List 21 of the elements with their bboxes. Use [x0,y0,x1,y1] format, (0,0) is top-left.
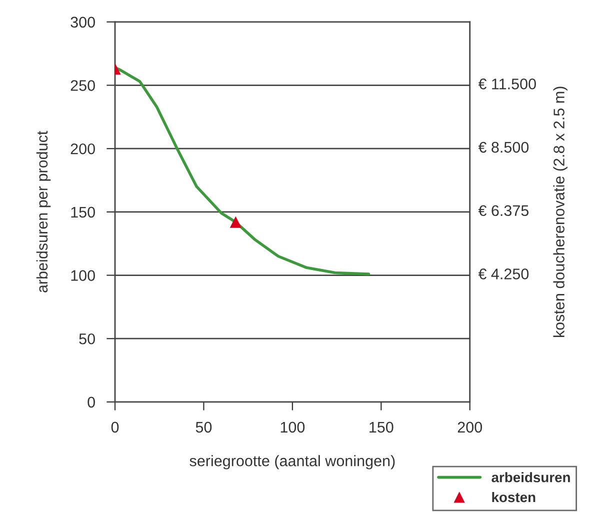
ref-line-label: € 6.375 [478,205,529,216]
x-tick-label: 50 [196,422,212,433]
y-tick-label: 150 [71,206,95,218]
x-axis-title: seriegrootte (aantal woningen) [190,455,395,470]
y2-axis-title: kosten doucherenovatie (2.8 x 2.5 m) [553,86,568,338]
y-tick-label: 50 [79,333,95,344]
ref-line-label: € 8.500 [478,142,529,153]
y-axis-title: arbeidsuren per product [36,130,51,292]
legend-label: kosten [492,492,536,502]
x-tick-label: 0 [111,422,119,433]
y-tick-label: 0 [88,396,95,408]
y-tick-label: 100 [71,270,95,281]
ref-line-label: € 11.500 [478,78,536,90]
y-tick-label: 300 [70,16,95,28]
x-tick-label: 100 [280,422,305,433]
legend-label: arbeidsuren [492,472,570,482]
y-tick-label: 200 [70,143,95,154]
x-tick-label: 200 [458,422,482,433]
y-tick-label: 250 [70,80,95,91]
ref-line-label: € 4.250 [478,268,529,280]
x-tick-label: 150 [370,422,394,433]
